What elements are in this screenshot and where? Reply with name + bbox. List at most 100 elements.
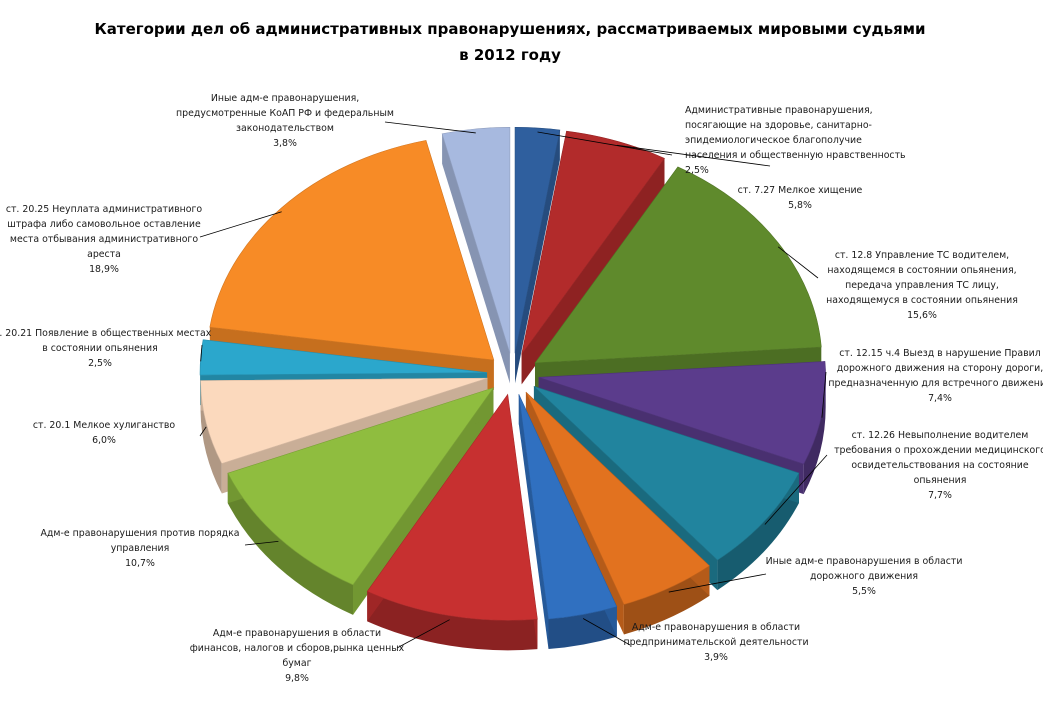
- slice-label-3-line-2: предназначенную для встречного движения: [828, 378, 1043, 389]
- pie-slice-6: [518, 394, 618, 620]
- slice-label-5-line-0: Иные адм-е правонарушения в области: [766, 556, 963, 567]
- slice-label-4-line-3: опьянения: [914, 475, 967, 486]
- slice-label-6-line-2: 3,9%: [704, 652, 728, 663]
- pie-slice-side-4: [717, 473, 799, 591]
- slice-label-11-line-3: ареста: [87, 249, 121, 260]
- slice-label-2-line-0: ст. 12.8 Управление ТС водителем,: [835, 250, 1009, 261]
- slice-label-0-line-1: посягающие на здоровье, санитарно-: [685, 120, 872, 131]
- slice-label-11-line-1: штрафа либо самовольное оставление: [7, 219, 201, 230]
- pie-slice-4: [533, 386, 800, 561]
- slice-label-10-line-1: в состоянии опьянения: [42, 343, 157, 354]
- leader-line-3: [821, 371, 827, 418]
- pie-slice-8: [227, 387, 495, 586]
- slice-label-5: Иные адм-е правонарушения в области дорож…: [766, 556, 963, 597]
- slice-label-4: ст. 12.26 Невыполнение водителем требован…: [834, 430, 1043, 501]
- slice-label-11: ст. 20.25 Неуплата административного штра…: [6, 204, 203, 275]
- slice-label-4-line-2: освидетельствования на состояние: [851, 460, 1028, 471]
- slice-label-7: Адм-е правонарушения в области финансов, …: [190, 628, 405, 684]
- pie-slice-7: [366, 393, 538, 621]
- slice-label-11-line-4: 18,9%: [89, 264, 119, 275]
- pie-slice-group-7: [366, 393, 538, 651]
- pie-slice-side-3: [803, 377, 826, 495]
- slice-label-8: Адм-е правонарушения против порядка управ…: [41, 528, 240, 569]
- slice-label-12-line-2: законодательством: [236, 123, 334, 134]
- pie-slice-side-7: [367, 591, 538, 651]
- slice-label-9: ст. 20.1 Мелкое хулиганство 6,0%: [33, 420, 176, 446]
- pie-slice-side-8: [227, 473, 354, 615]
- slice-label-8-line-2: 10,7%: [125, 558, 155, 569]
- leader-line-6: [582, 618, 631, 646]
- slice-label-12-line-3: 3,8%: [273, 138, 297, 149]
- slice-label-0-line-0: Административные правонарушения,: [685, 105, 873, 116]
- slice-label-10-line-0: ст. 20.21 Появление в общественных места…: [0, 328, 212, 339]
- slice-label-8-line-0: Адм-е правонарушения против порядка: [41, 528, 240, 539]
- slice-label-8-line-1: управления: [111, 543, 170, 554]
- pie-slice-5: [525, 391, 710, 605]
- slice-label-10-line-2: 2,5%: [88, 358, 112, 369]
- pie-slice-wall-8-0: [353, 387, 494, 615]
- leader-line-11: [199, 211, 282, 238]
- pie-slice-1: [521, 130, 665, 355]
- pie-slice-side-9: [200, 380, 222, 494]
- slice-label-3-line-0: ст. 12.15 ч.4 Выезд в нарушение Правил: [839, 348, 1040, 359]
- pie-slice-group-6: [518, 394, 618, 650]
- leader-line-7: [396, 619, 450, 649]
- slice-label-3: ст. 12.15 ч.4 Выезд в нарушение Правил до…: [828, 348, 1043, 404]
- pie-slice-wall-0-1: [515, 130, 560, 384]
- leader-line-5: [668, 573, 767, 593]
- slice-label-0: Административные правонарушения, посягающ…: [685, 105, 906, 176]
- leader-line-9: [199, 426, 207, 437]
- slice-label-4-line-0: ст. 12.26 Невыполнение водителем: [852, 430, 1029, 441]
- slice-label-7-line-1: финансов, налогов и сборов,рынка ценных: [190, 643, 405, 654]
- slice-label-1-line-0: ст. 7.27 Мелкое хищение: [738, 185, 863, 196]
- pie-slice-0: [514, 126, 561, 354]
- slice-label-1-line-1: 5,8%: [788, 200, 812, 211]
- pie-slice-group-8: [227, 387, 495, 615]
- slice-label-7-line-0: Адм-е правонарушения в области: [213, 628, 381, 639]
- slices-layer: [199, 126, 826, 651]
- slice-label-0-line-4: 2,5%: [685, 165, 709, 176]
- slice-label-9-line-0: ст. 20.1 Мелкое хулиганство: [33, 420, 176, 431]
- slice-label-7-line-2: бумаг: [282, 658, 311, 669]
- pie-slice-12: [441, 127, 511, 354]
- chart-title-line-1: Категории дел об административных правон…: [95, 20, 926, 38]
- slice-label-6-line-0: Адм-е правонарушения в области: [632, 622, 800, 633]
- slice-label-1: ст. 7.27 Мелкое хищение 5,8%: [738, 185, 863, 211]
- slice-label-3-line-1: дорожного движения на сторону дороги,: [837, 363, 1043, 374]
- slice-label-0-line-2: эпидемиологическое благополучие: [685, 135, 862, 146]
- slice-label-2-line-4: 15,6%: [907, 310, 937, 321]
- slice-label-10: ст. 20.21 Появление в общественных места…: [0, 328, 212, 369]
- slice-label-4-line-1: требования о прохождении медицинского: [834, 445, 1043, 456]
- pie-slice-11: [209, 140, 495, 361]
- leader-line-8: [244, 540, 279, 546]
- pie-slice-group-1: [521, 130, 665, 385]
- leader-line-0: [537, 131, 673, 156]
- leader-line-2: [777, 246, 819, 279]
- leader-line-4: [764, 454, 828, 525]
- pie-slice-9: [200, 377, 488, 464]
- leader-line-1: [617, 144, 771, 167]
- slice-label-12: Иные адм-е правонарушения, предусмотренны…: [176, 93, 394, 149]
- slice-label-11-line-2: места отбывания административного: [10, 234, 198, 245]
- slice-label-7-line-3: 9,8%: [285, 673, 309, 684]
- slice-label-4-line-4: 7,7%: [928, 490, 952, 501]
- pie-slice-side-5: [623, 565, 710, 635]
- slice-label-2: ст. 12.8 Управление ТС водителем, находящ…: [826, 250, 1018, 321]
- slice-label-12-line-0: Иные адм-е правонарушения,: [211, 93, 359, 104]
- slice-label-12-line-1: предусмотренные КоАП РФ и федеральным: [176, 108, 394, 119]
- slice-label-2-line-2: передача управления ТС лицу,: [845, 280, 999, 291]
- pie-slice-2: [534, 166, 822, 364]
- slice-label-9-line-1: 6,0%: [92, 435, 116, 446]
- slice-label-6: Адм-е правонарушения в области предприним…: [623, 622, 808, 663]
- pie-slice-wall-1-1: [521, 158, 665, 385]
- slice-label-11-line-0: ст. 20.25 Неуплата административного: [6, 204, 203, 215]
- slice-label-2-line-3: находящемуся в состоянии опьянения: [826, 295, 1018, 306]
- labels-layer: Административные правонарушения, посягающ…: [0, 93, 1043, 684]
- pie-slice-wall-12-0: [442, 133, 510, 384]
- slice-label-6-line-1: предпринимательской деятельности: [623, 637, 808, 648]
- slice-label-3-line-3: 7,4%: [928, 393, 952, 404]
- slice-label-0-line-3: населения и общественную нравственность: [685, 150, 906, 161]
- chart-title-line-2: в 2012 году: [459, 46, 561, 64]
